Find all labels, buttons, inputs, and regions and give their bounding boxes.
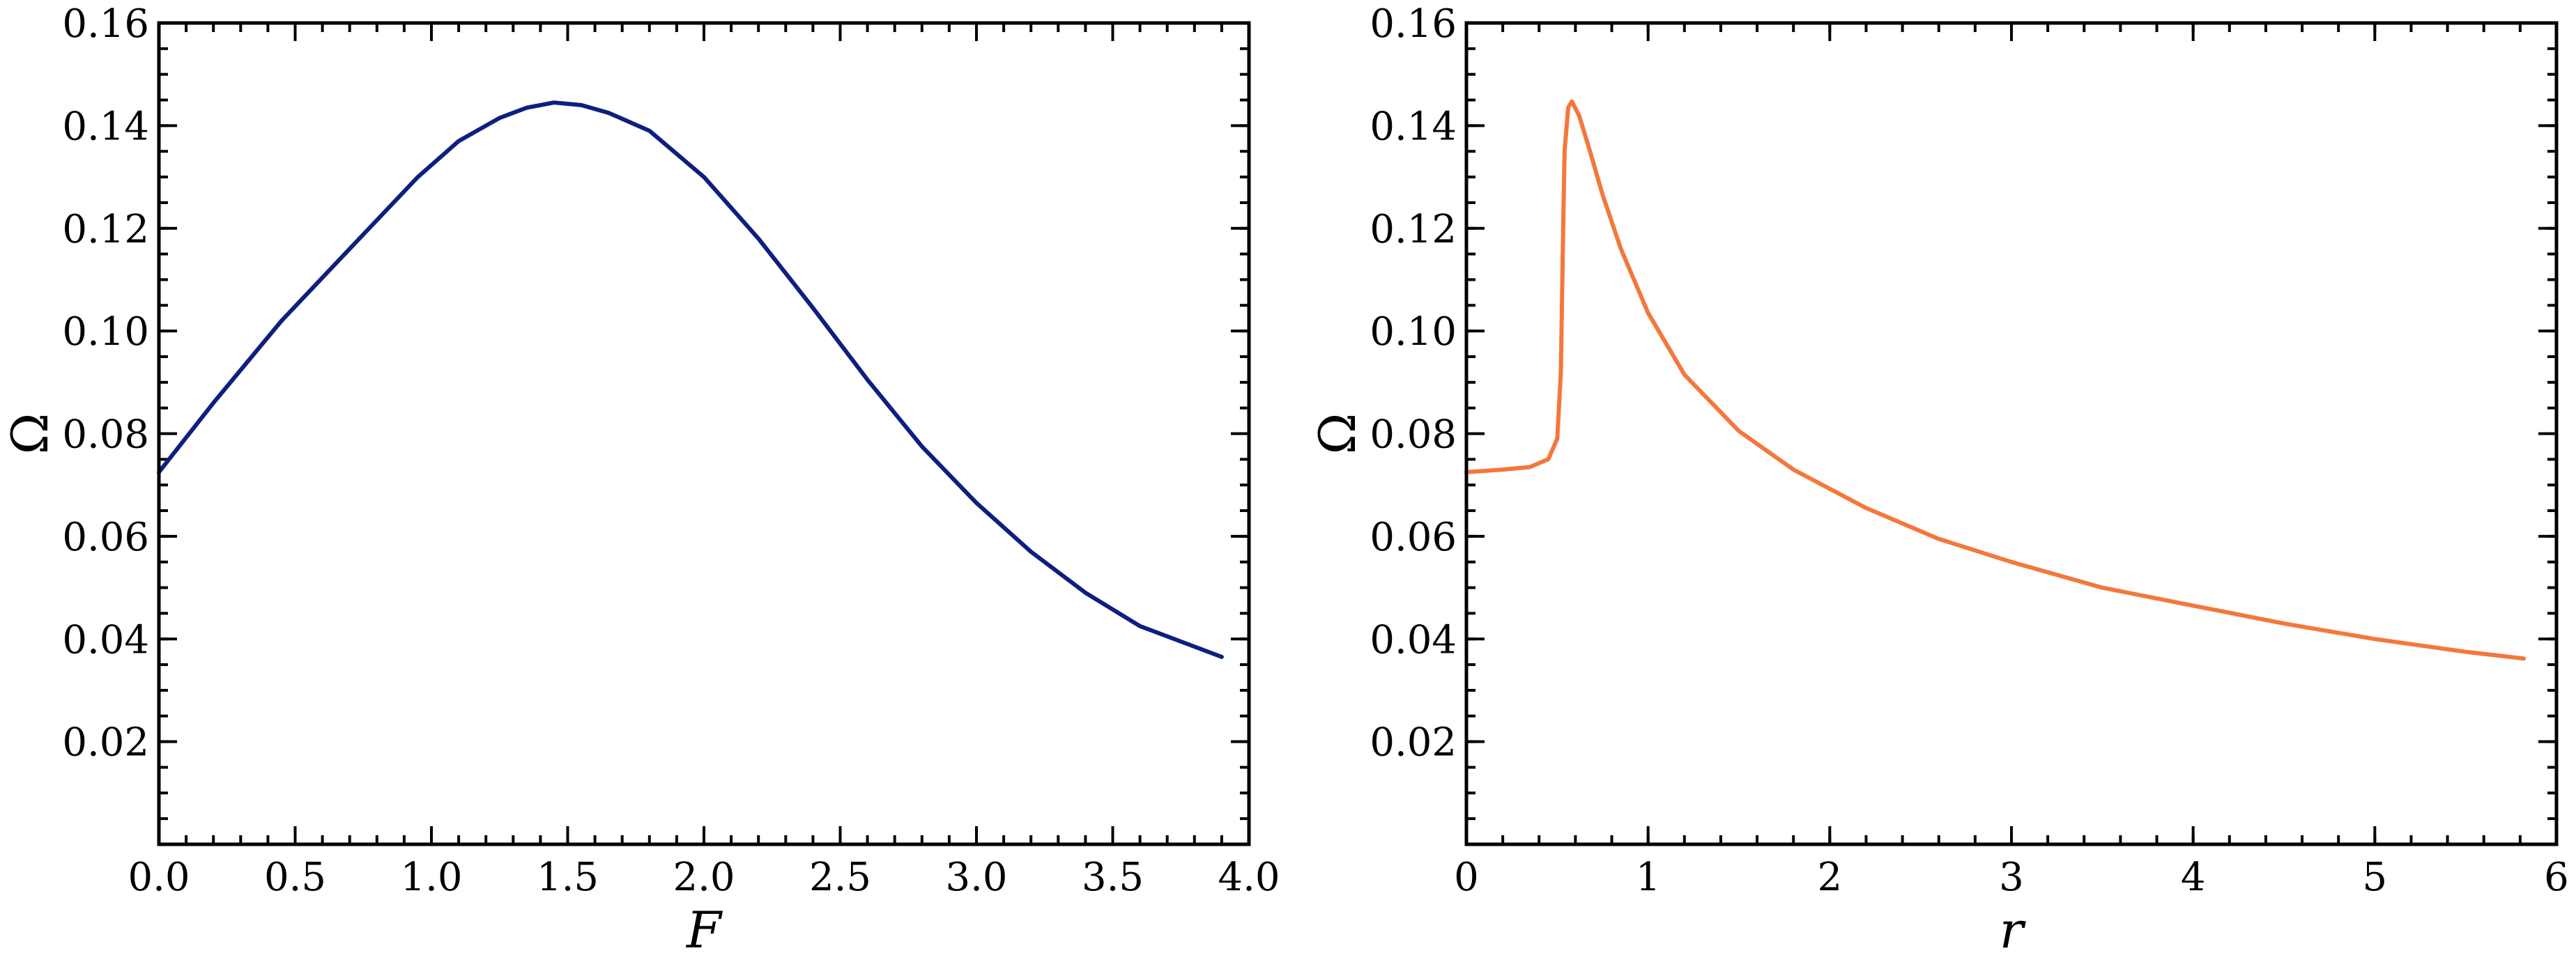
x-tick-label: 6	[2544, 855, 2569, 900]
x-tick-label: 1.0	[400, 855, 462, 900]
x-tick-label: 2.0	[673, 855, 735, 900]
x-tick-label: 3	[1999, 855, 2024, 900]
x-tick-label: 4.0	[1218, 855, 1280, 900]
y-axis-label: Ω	[1308, 413, 1367, 455]
x-axis-label: r	[2000, 901, 2026, 959]
plot-frame	[1464, 21, 2559, 846]
x-tick-label: 1	[1636, 855, 1661, 900]
y-tick-label: 0.16	[62, 1, 149, 47]
y-tick-label: 0.04	[1370, 617, 1457, 662]
series-line	[1464, 99, 2527, 661]
x-tick-label: 5	[2363, 855, 2388, 900]
y-tick-label: 0.06	[1370, 515, 1457, 560]
x-tick-label: 2.5	[809, 855, 871, 900]
y-tick-label: 0.08	[1370, 412, 1457, 458]
y-tick-label: 0.14	[62, 104, 149, 149]
y-tick-label: 0.12	[62, 207, 149, 252]
y-tick-label: 0.08	[62, 412, 149, 458]
y-tick-label: 0.02	[62, 720, 149, 766]
y-tick-label: 0.12	[1370, 207, 1457, 252]
x-tick-label: 0	[1454, 855, 1479, 900]
y-tick-label: 0.06	[62, 515, 149, 560]
x-tick-label: 3.5	[1082, 855, 1144, 900]
y-axis-label: Ω	[1, 413, 59, 455]
y-tick-label: 0.10	[1370, 309, 1457, 355]
x-tick-label: 1.5	[537, 855, 599, 900]
y-tick-label: 0.02	[1370, 720, 1457, 766]
x-tick-label: 0.0	[128, 855, 190, 900]
x-tick-label: 3.0	[945, 855, 1007, 900]
y-tick-label: 0.04	[62, 617, 149, 662]
y-tick-label: 0.10	[62, 309, 149, 355]
series-line	[157, 100, 1224, 659]
x-tick-label: 4	[2181, 855, 2206, 900]
plot-frame	[157, 21, 1251, 846]
x-tick-label: 2	[1818, 855, 1843, 900]
panel-left-omega-vs-F: 0.0 0.5 1.0 1.5 2.0 2.5 3.0 3.5 4.0 0.02 0.04 0.06 0…	[1, 1, 1280, 959]
y-tick-label: 0.14	[1370, 104, 1457, 149]
x-tick-label: 0.5	[264, 855, 326, 900]
x-axis-label: F	[685, 901, 723, 959]
y-tick-label: 0.16	[1370, 1, 1457, 47]
panel-right-omega-vs-r: 0 1 2 3 4 5 6 0.02 0.04 0.06 0.08 0.10 0.12 0.14 0.16 r…	[1308, 1, 2569, 959]
